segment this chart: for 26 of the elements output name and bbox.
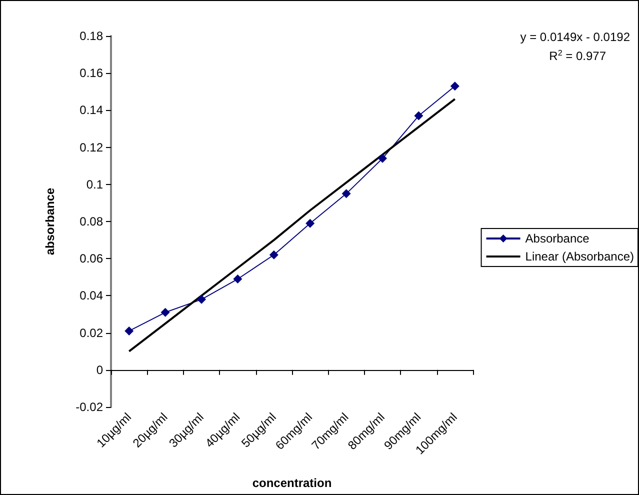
y-tick-label: 0.02 (80, 326, 104, 340)
legend-label: Absorbance (525, 232, 590, 246)
y-tick-label: 0.08 (80, 214, 104, 228)
y-tick-label: 0.14 (80, 103, 104, 118)
point (378, 154, 387, 163)
point (160, 308, 170, 317)
y-tick-label: 0.18 (80, 29, 104, 43)
point (233, 274, 242, 284)
y-tick-label: 0.16 (80, 66, 104, 80)
y-tick-label: 0.12 (80, 140, 104, 154)
y-tick-label: 0.06 (80, 252, 104, 266)
y-tick-label: 0 (96, 362, 104, 377)
x-axis-title: concentration (252, 476, 332, 490)
legend-label: Linear (Absorbance) (525, 250, 634, 264)
point (197, 294, 206, 304)
point (269, 250, 278, 260)
y-tick-label: -0.02 (76, 400, 104, 414)
text: y = 0.0149x - 0.0192 (520, 30, 630, 44)
y-axis-title: absorbance (43, 187, 57, 256)
point (450, 82, 460, 91)
point (342, 189, 351, 198)
y-tick-label: 0.04 (80, 288, 104, 303)
point (414, 111, 424, 120)
point (124, 326, 134, 336)
y-tick-label: 0.1 (86, 177, 104, 192)
point (306, 218, 315, 228)
